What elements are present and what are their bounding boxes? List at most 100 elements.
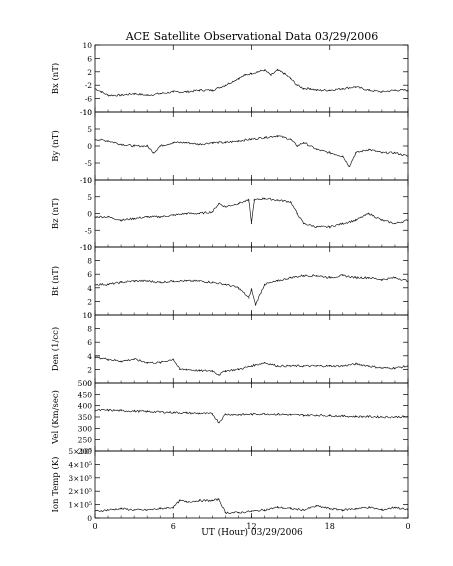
data-point [185,280,187,282]
y-axis-label: Den (1/cc) [50,327,61,371]
data-point [218,374,220,376]
data-point [316,148,318,150]
data-point [290,508,292,510]
data-point [237,414,240,416]
data-point [107,358,109,360]
data-point [355,86,357,88]
data-point [198,499,200,502]
data-point [342,155,344,157]
data-point [250,365,253,367]
data-point [329,152,331,154]
y-tick-label: 2 [87,297,92,306]
data-point [381,152,383,154]
data-point [185,91,187,93]
data-point [146,94,148,96]
data-point [172,506,174,508]
data-point [368,277,370,279]
data-point [248,297,250,299]
y-tick-label: 350 [78,413,93,422]
data-point [120,94,122,96]
data-point [107,409,109,411]
data-point [263,509,266,511]
data-point [329,89,331,91]
data-point [120,281,122,283]
data-point [316,274,318,277]
data-point [107,283,109,285]
figure-title: ACE Satellite Observational Data 03/29/2… [125,30,379,43]
data-point [257,71,259,73]
data-point [211,89,213,91]
y-tick-label: 4 [87,352,92,361]
data-point [250,138,253,140]
data-point [303,222,305,225]
data-point [172,280,174,282]
data-point [107,216,109,218]
y-tick-label: 0 [87,514,92,523]
data-point [263,136,266,139]
data-point [381,91,383,93]
data-point [296,145,298,147]
data-point [224,512,227,514]
data-point [394,277,396,279]
y-tick-label: 1×10⁵ [68,501,92,510]
panels-group: 10 6 2 -2 -6 -10 Bx (nT) 10 5 0 -5 -10 By (nT) 10 5 0 -5… [50,41,411,531]
y-tick-label: -2 [85,81,93,90]
panel-frame [94,314,409,384]
data-point [355,415,357,418]
y-tick-label: 2 [87,68,92,77]
data-point [94,87,96,90]
data-point [185,368,187,370]
data-point [224,142,227,144]
panel-1: 10 6 2 -2 -6 -10 Bx (nT) [50,41,409,117]
data-point [133,358,135,360]
data-point [394,222,396,225]
data-point [211,211,213,213]
data-point [368,506,370,508]
data-point [316,226,318,228]
data-point [159,362,161,364]
data-point [348,165,350,167]
data-point [316,365,318,367]
data-point [185,501,187,503]
data-point [381,416,383,418]
data-point [248,199,250,201]
y-tick-label: 6 [87,54,92,63]
data-point [107,140,109,142]
data-point [250,413,253,415]
data-point [263,413,266,415]
data-point [407,219,409,221]
data-point [276,199,279,201]
panel-frame [94,44,409,113]
data-point [355,363,357,365]
data-point [250,288,253,290]
data-point [290,201,292,203]
data-point [381,219,383,221]
data-point [342,509,344,511]
data-point [159,145,161,147]
y-tick-label: 2 [87,365,92,374]
y-tick-label: -5 [85,159,93,168]
y-tick-label: 0 [87,379,92,388]
data-point [179,499,181,502]
y-tick-label: 0 [87,210,92,219]
y-tick-label: 10 [82,108,92,117]
data-point [211,142,213,144]
y-tick-label: -10 [80,176,92,185]
data-point [296,212,298,215]
data-point [211,413,213,415]
data-point [276,69,279,71]
data-point [224,206,227,208]
data-point [368,212,370,215]
data-point [250,222,253,225]
data-point [394,152,396,154]
data-point [172,214,174,216]
panel-frame [94,179,409,248]
y-tick-label: 5 [87,125,92,134]
data-point [250,510,253,512]
data-point [133,280,135,282]
y-axis-label: Vel (Km/sec) [50,390,61,445]
data-point [146,362,148,364]
data-point [224,370,227,372]
y-tick-label: 10 [82,41,92,50]
y-tick-label: 4 [87,284,92,293]
